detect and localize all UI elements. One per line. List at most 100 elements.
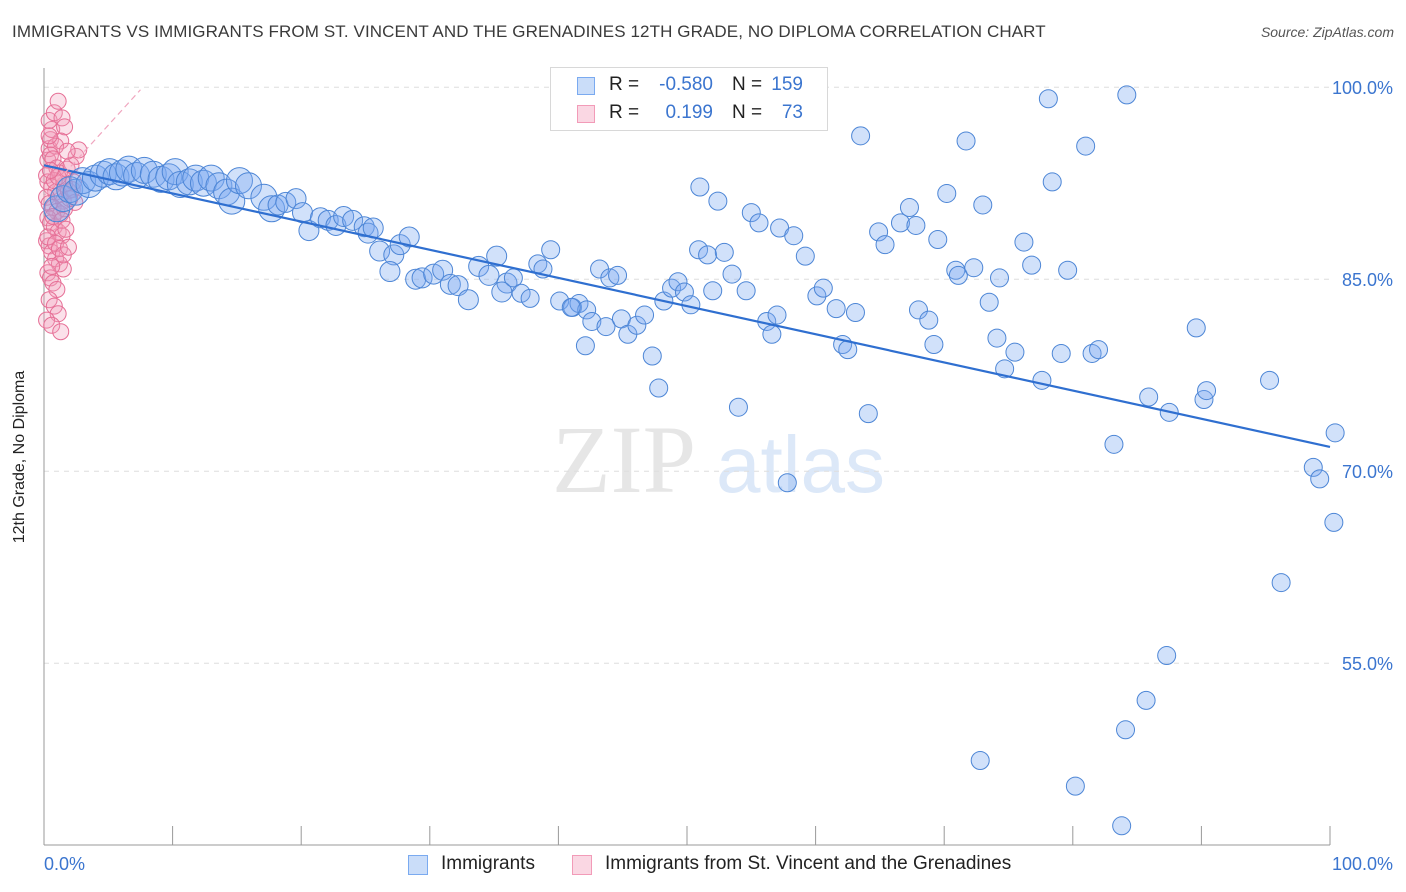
blue-point [608, 265, 628, 285]
bottom-legend-swatch-blue [408, 855, 428, 875]
blue-point [1157, 646, 1177, 666]
x-tick-labels: 0.0% 100.0% [44, 854, 1393, 874]
blue-point [478, 264, 500, 286]
bottom-legend-label-immigrants: Immigrants [441, 853, 535, 874]
blue-point [858, 404, 878, 424]
blue-point [561, 297, 581, 317]
blue-point [577, 300, 597, 320]
pink-point [52, 323, 70, 341]
legend-swatch-pink [577, 105, 595, 123]
blue-point [906, 215, 926, 235]
blue-point [1117, 85, 1137, 105]
blue-point [627, 315, 647, 335]
legend-r-label: R = [609, 102, 640, 123]
blue-point [1186, 318, 1206, 338]
blue-point [970, 751, 990, 771]
pink-point [38, 311, 56, 329]
blue-point [342, 209, 364, 231]
blue-point [383, 244, 405, 266]
blue-point [689, 240, 709, 260]
blue-point [703, 281, 723, 301]
blue-point [353, 216, 375, 238]
blue-point [369, 240, 391, 262]
legend-row-immigrants: R = -0.580 N = 159 [551, 72, 827, 100]
blue-point [1051, 343, 1071, 363]
chart-title: IMMIGRANTS VS IMMIGRANTS FROM ST. VINCEN… [12, 22, 1046, 41]
blue-point [642, 346, 662, 366]
blue-point [777, 473, 797, 493]
x-tick-label-max: 100.0% [1332, 854, 1393, 874]
blue-point [1014, 232, 1034, 252]
blue-point [989, 268, 1009, 288]
blue-point [575, 336, 595, 356]
legend-n-value: 159 [771, 74, 803, 95]
blue-point [899, 198, 919, 218]
blue-point [1089, 340, 1109, 360]
blue-trendline [43, 164, 1331, 448]
blue-point [600, 268, 620, 288]
trendlines [43, 89, 1331, 448]
blue-point [1076, 136, 1096, 156]
blue-point [398, 226, 420, 248]
blue-point [722, 264, 742, 284]
blue-point [1038, 89, 1058, 109]
legend-r-value: -0.580 [659, 74, 713, 95]
blue-point [1303, 457, 1323, 477]
blue-point [582, 311, 602, 331]
blue-point [439, 273, 461, 295]
blue-point [741, 203, 761, 223]
x-tick-label-min: 0.0% [44, 854, 85, 874]
pink-series-points [38, 92, 88, 341]
legend-n-label: N = [732, 102, 763, 123]
blue-point [979, 292, 999, 312]
blue-point [987, 328, 1007, 348]
pink-point [45, 297, 63, 315]
blue-point [851, 126, 871, 146]
blue-point [411, 267, 433, 289]
blue-point [767, 305, 787, 325]
stats-legend: R = -0.580 N = 159 R = 0.199 N = 73 [550, 67, 828, 131]
watermark-zip: ZIP [552, 406, 696, 513]
blue-point [1032, 370, 1052, 390]
y-tick-label: 85.0% [1342, 270, 1393, 290]
blue-point [197, 164, 225, 192]
pink-point [44, 207, 62, 225]
blue-point [457, 289, 479, 311]
blue-point [596, 317, 616, 337]
blue-point [234, 172, 262, 200]
zipatlas-watermark: ZIP atlas [552, 406, 885, 513]
blue-point [956, 131, 976, 151]
blue-point [937, 183, 957, 203]
pink-point [59, 238, 77, 256]
blue-point [1310, 469, 1330, 489]
blue-point [166, 170, 194, 198]
blue-point [708, 191, 728, 211]
legend-r-value: 0.199 [665, 102, 713, 123]
blue-point [875, 235, 895, 255]
blue-point [405, 268, 427, 290]
blue-point [81, 164, 109, 192]
blue-point [714, 242, 734, 262]
blue-point [995, 359, 1015, 379]
blue-point [1197, 381, 1217, 401]
blue-point [1260, 370, 1280, 390]
bottom-legend-label-st-vincent: Immigrants from St. Vincent and the Gren… [605, 853, 1012, 874]
pink-point [57, 220, 75, 238]
pink-point [49, 92, 67, 110]
y-tick-labels: 100.0% 85.0% 70.0% 55.0% [1332, 78, 1393, 674]
blue-point [285, 188, 307, 210]
blue-point [635, 305, 655, 325]
y-tick-label: 100.0% [1332, 78, 1393, 98]
blue-point [1104, 434, 1124, 454]
blue-point [649, 378, 669, 398]
blue-point [908, 300, 928, 320]
blue-point [1112, 816, 1132, 836]
blue-point [1325, 423, 1345, 443]
blue-point [511, 283, 531, 303]
y-tick-label: 55.0% [1342, 654, 1393, 674]
blue-point [1271, 573, 1291, 593]
legend-row-st-vincent: R = 0.199 N = 73 [551, 100, 827, 128]
blue-point [541, 240, 561, 260]
blue-point [924, 334, 944, 354]
